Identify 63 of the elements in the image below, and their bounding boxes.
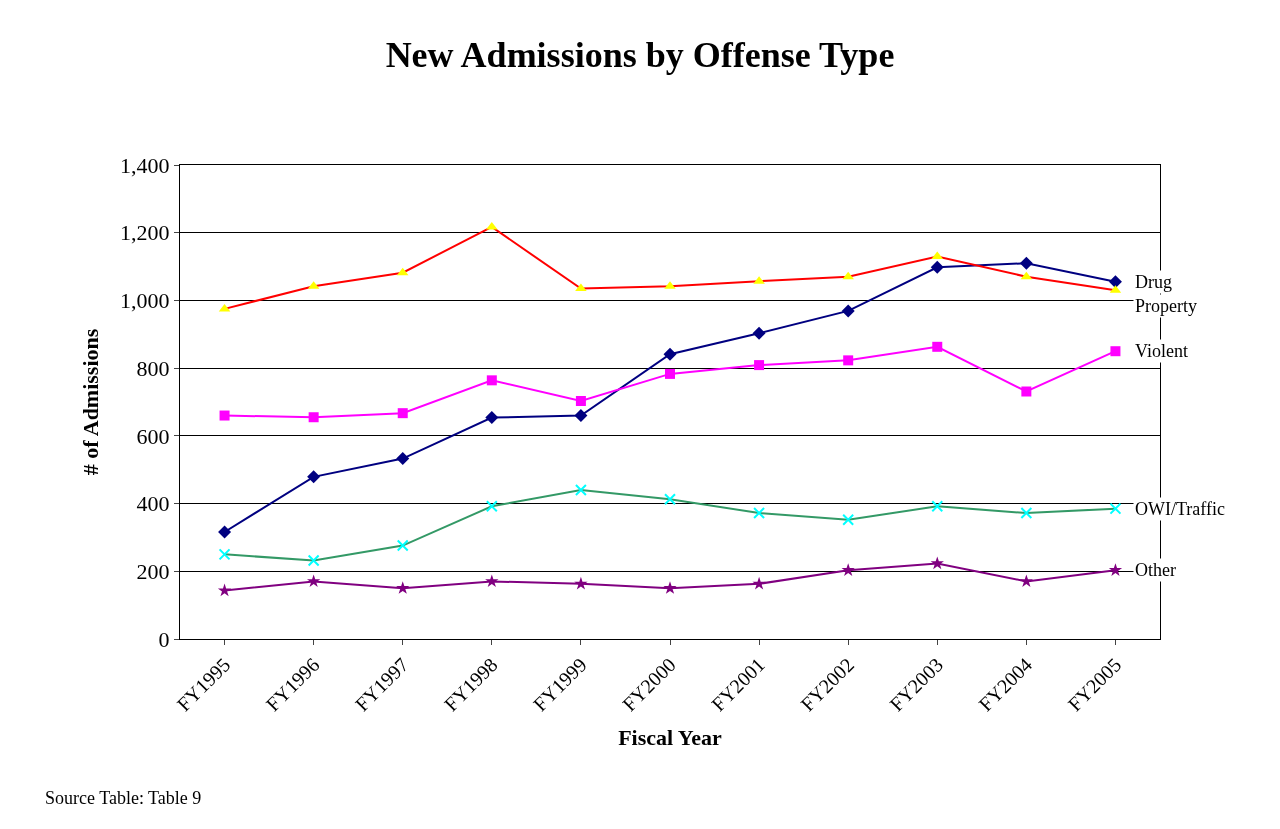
point [843,355,854,366]
point [306,574,321,588]
point [930,556,944,570]
point [1020,507,1033,520]
y-tick-label: 1,400 [120,152,170,178]
point [217,583,232,597]
y-tick-label: 1,200 [120,220,170,246]
point [753,507,766,520]
y-axis-title: # of Admissions [77,328,103,476]
point [841,563,855,576]
chart-title: New Admissions by Offense Type [385,34,895,75]
point [485,411,499,425]
point [307,470,321,484]
point [574,484,587,497]
y-tick-label: 200 [136,558,170,584]
point [574,576,588,590]
point [574,409,588,423]
point [485,574,499,588]
point [218,525,232,539]
point [1108,275,1122,289]
point [575,395,586,406]
point [396,581,410,594]
point [664,493,676,506]
point [485,500,498,513]
point [752,576,766,590]
point [1021,386,1032,397]
point [307,554,320,567]
point [663,347,677,361]
point [219,410,230,421]
point [1109,502,1122,515]
point [1019,574,1034,588]
point [1019,256,1033,270]
point [1108,563,1123,576]
point [575,283,587,292]
point [930,260,944,274]
point [1110,346,1121,357]
point [663,581,677,594]
point [396,452,410,466]
point [486,375,497,386]
point [308,412,319,423]
point [932,341,943,352]
series-label: Other [1135,560,1176,580]
y-tick-label: 600 [136,423,170,449]
point [397,408,408,419]
source-note: Source Table: Table 9 [45,788,202,808]
point [841,304,855,318]
point [842,513,855,526]
y-tick-label: 1,000 [120,288,170,314]
point [931,500,944,513]
series-label: OWI/Traffic [1135,499,1225,519]
x-axis-title: Fiscal Year [618,725,723,751]
point [665,368,675,379]
series-label: Violent [1135,341,1188,361]
y-tick-label: 400 [136,491,170,517]
point [218,548,231,561]
series-label: Drug [1135,272,1172,292]
point [754,360,765,371]
point [752,326,766,340]
y-tick-label: 0 [158,626,170,652]
point [396,539,409,552]
series-label: Property [1135,296,1197,316]
point [842,271,854,280]
y-tick-label: 800 [136,355,170,381]
